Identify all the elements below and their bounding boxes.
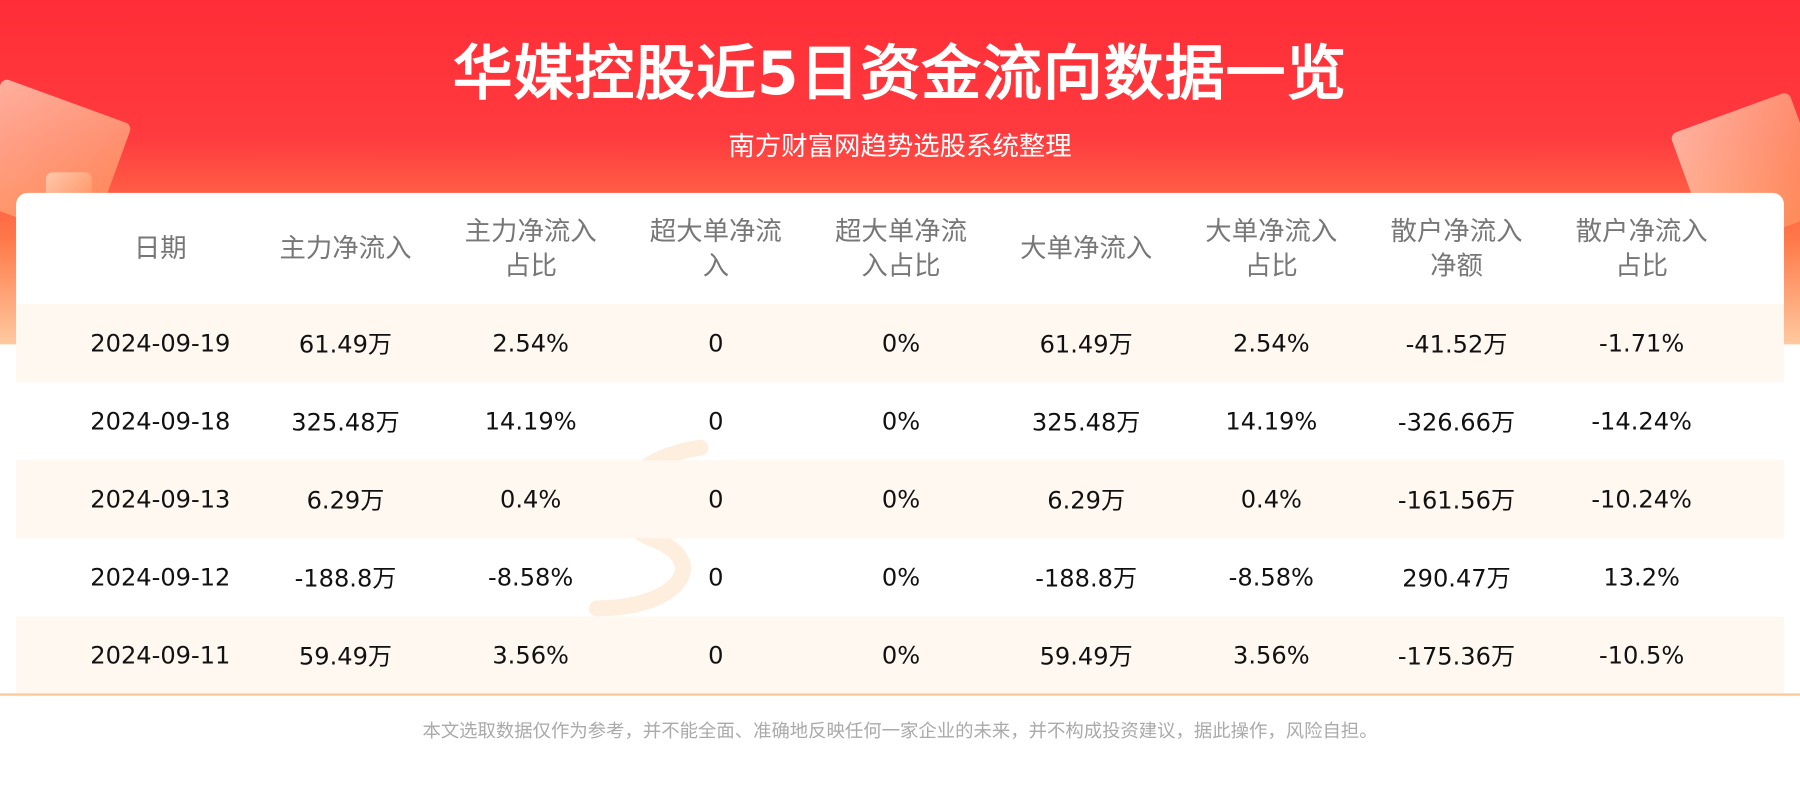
table-cell: 0: [708, 407, 724, 436]
table-cell: -8.58%: [488, 563, 574, 592]
table-cell: -161.56万: [1397, 486, 1516, 515]
table-cell: 6.29万: [1047, 486, 1126, 515]
table-cell: -8.58%: [1228, 563, 1314, 592]
table-row: 2024-09-19 61.49万 2.54% 0 0% 61.49万 2.54% -41.5…: [16, 304, 1784, 383]
table-cell: 2024-09-12: [90, 563, 231, 592]
table-row: 2024-09-13 6.29万 0.4% 0 0% 6.29万 0.4% -161.56万 -…: [16, 460, 1784, 539]
column-header: 散户净流入净额: [1390, 216, 1523, 281]
column-header: 大单净流入: [1020, 233, 1153, 264]
table-cell: -1.71%: [1599, 329, 1685, 358]
table-cell: 2024-09-11: [90, 641, 231, 670]
table-cell: 2.54%: [492, 329, 569, 358]
table-cell: 14.19%: [1225, 407, 1318, 436]
disclaimer: 本文选取数据仅作为参考，并不能全面、准确地反映任何一家企业的未来，并不构成投资建…: [422, 719, 1378, 742]
column-header: 超大单净流入: [649, 216, 782, 281]
table-cell: 61.49万: [1039, 330, 1133, 359]
table-cell: 2.54%: [1233, 329, 1310, 358]
table-cell: 325.48万: [1031, 408, 1141, 437]
table-cell: 2024-09-13: [90, 485, 231, 514]
table-cell: -14.24%: [1591, 407, 1692, 436]
table-cell: 0%: [881, 329, 921, 358]
table-cell: 0.4%: [1240, 485, 1302, 514]
table-cell: 0.4%: [500, 485, 562, 514]
page-title: 华媒控股近5日资金流向数据一览: [452, 40, 1348, 110]
column-header: 主力净流入占比: [464, 216, 597, 281]
table-cell: 59.49万: [1039, 642, 1133, 671]
table-cell: 325.48万: [291, 408, 400, 437]
table-cell: 0%: [881, 563, 921, 592]
table-cell: 3.56%: [492, 641, 569, 670]
column-header: 日期: [133, 233, 187, 264]
table-cell: 0: [708, 641, 724, 670]
table-header: 日期 主力净流入 主力净流入占比 超大单净流入 超大单净流入占比 大单净流入 大单净流入占比…: [16, 193, 1784, 304]
table-cell: 13.2%: [1603, 563, 1680, 592]
column-header: 超大单净流入占比: [834, 216, 967, 281]
table-cell: 3.56%: [1233, 641, 1310, 670]
table-cell: 0%: [881, 485, 921, 514]
column-header: 散户净流入占比: [1575, 216, 1708, 281]
column-header: 主力净流入: [279, 233, 412, 264]
table-row: 2024-09-12 -188.8万 -8.58% 0 0% -188.8万 -8.58% 2…: [16, 538, 1784, 616]
table-cell: 14.19%: [484, 407, 577, 436]
table-cell: -326.66万: [1397, 408, 1516, 437]
table-cell: -188.8万: [294, 564, 397, 593]
table-cell: 0: [708, 563, 724, 592]
table-row: 2024-09-18 325.48万 14.19% 0 0% 325.48万 14.19% -…: [16, 382, 1784, 460]
divider: [0, 693, 1800, 696]
table-card: [16, 192, 1784, 698]
page-subtitle: 南方财富网趋势选股系统整理: [728, 132, 1072, 162]
table-cell: 0: [708, 485, 724, 514]
table-cell: 59.49万: [298, 642, 393, 671]
table-cell: 0%: [881, 407, 921, 436]
table-cell: 0: [708, 329, 724, 358]
table-cell: 2024-09-19: [90, 329, 231, 358]
column-header: 大单净流入占比: [1205, 216, 1338, 281]
table-cell: -10.5%: [1599, 641, 1685, 670]
table-cell: 61.49万: [298, 330, 393, 359]
table-cell: 6.29万: [306, 486, 385, 515]
table-cell: -175.36万: [1397, 642, 1516, 671]
table-cell: -10.24%: [1591, 485, 1692, 514]
table-cell: 0%: [881, 641, 921, 670]
table-cell: -188.8万: [1035, 564, 1138, 593]
table-row: 2024-09-11 59.49万 3.56% 0 0% 59.49万 3.56% -175.…: [16, 616, 1784, 695]
table-cell: 290.47万: [1402, 564, 1511, 593]
table-cell: -41.52万: [1405, 330, 1508, 359]
table-cell: 2024-09-18: [90, 407, 231, 436]
